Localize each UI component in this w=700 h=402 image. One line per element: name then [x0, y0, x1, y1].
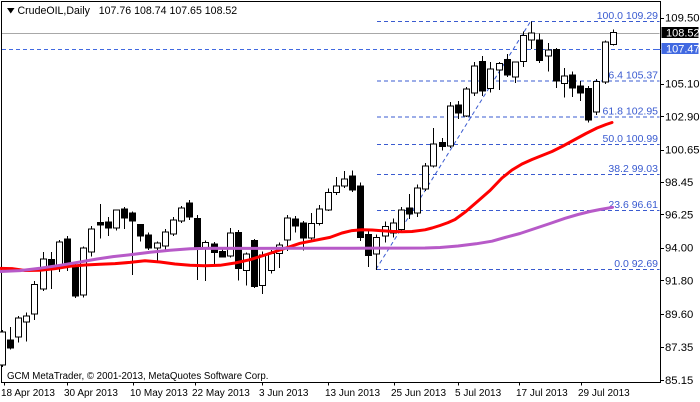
svg-text:96.25: 96.25	[665, 210, 693, 222]
svg-text:CrudeOIL,Daily 107.76 108.74: CrudeOIL,Daily 107.76 108.74 107.65 108.…	[18, 5, 238, 17]
svg-text:25 Jun 2013: 25 Jun 2013	[391, 388, 446, 399]
svg-text:100.0 109.29: 100.0 109.29	[597, 10, 658, 22]
svg-text:18 Apr 2013: 18 Apr 2013	[1, 388, 55, 399]
svg-text:100.65: 100.65	[665, 145, 700, 157]
svg-text:94.00: 94.00	[665, 243, 693, 255]
svg-text:29 Jul 2013: 29 Jul 2013	[578, 388, 630, 399]
svg-text:98.45: 98.45	[665, 177, 693, 189]
svg-text:38.2 99.03: 38.2 99.03	[608, 163, 658, 175]
svg-text:102.90: 102.90	[665, 112, 700, 124]
svg-text:10 May 2013: 10 May 2013	[130, 388, 188, 399]
svg-text:3 Jun 2013: 3 Jun 2013	[259, 388, 309, 399]
svg-text:87.35: 87.35	[665, 342, 693, 354]
svg-text:22 May 2013: 22 May 2013	[192, 388, 250, 399]
svg-text:GCM MetaTrader, © 2001-2013, M: GCM MetaTrader, © 2001-2013, MetaQuotes …	[7, 371, 268, 382]
svg-text:50.0 100.99: 50.0 100.99	[603, 133, 659, 145]
svg-text:108.52: 108.52	[666, 28, 700, 40]
svg-text:5 Jul 2013: 5 Jul 2013	[455, 388, 502, 399]
svg-text:0.0 92.69: 0.0 92.69	[614, 258, 658, 270]
svg-text:105.10: 105.10	[665, 79, 700, 91]
svg-text:109.50: 109.50	[665, 13, 700, 25]
svg-text:91.80: 91.80	[665, 276, 693, 288]
svg-text:17 Jul 2013: 17 Jul 2013	[516, 388, 568, 399]
svg-text:30 Apr 2013: 30 Apr 2013	[64, 388, 118, 399]
svg-text:23.6 96.61: 23.6 96.61	[608, 199, 658, 211]
svg-text:85.15: 85.15	[665, 375, 693, 387]
svg-text:61.8 102.95: 61.8 102.95	[603, 105, 659, 117]
svg-text:76.4 105.37: 76.4 105.37	[603, 70, 659, 82]
svg-text:13 Jun 2013: 13 Jun 2013	[325, 388, 380, 399]
svg-text:107.47: 107.47	[666, 44, 700, 56]
svg-text:89.60: 89.60	[665, 309, 693, 321]
